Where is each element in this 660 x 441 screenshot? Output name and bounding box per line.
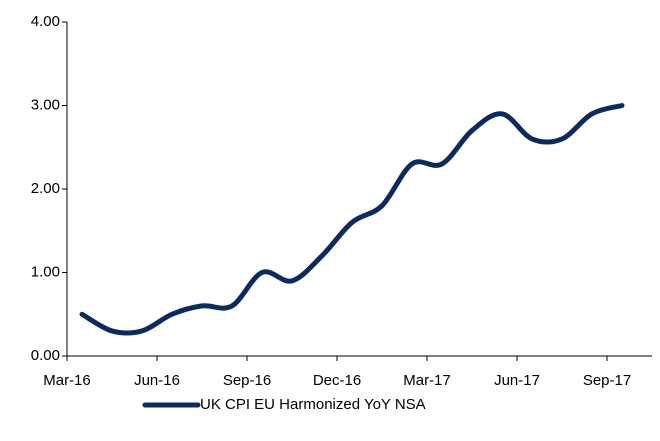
x-tick-label: Sep-17 — [583, 372, 631, 389]
series-line — [79, 103, 625, 336]
y-tick-label: 3.00 — [31, 96, 60, 113]
y-tick-label: 1.00 — [31, 263, 60, 280]
x-tick-label: Jun-17 — [494, 372, 540, 389]
x-tick-label: Sep-16 — [223, 372, 271, 389]
x-tick-label: Dec-16 — [313, 372, 361, 389]
x-tick-label: Mar-17 — [403, 372, 451, 389]
y-tick-label: 4.00 — [31, 13, 60, 30]
y-tick-label: 2.00 — [31, 180, 60, 197]
legend-label: UK CPI EU Harmonized YoY NSA — [200, 396, 426, 413]
y-tick-label: 0.00 — [31, 347, 60, 364]
x-tick-label: Mar-16 — [43, 372, 91, 389]
x-tick-label: Jun-16 — [134, 372, 180, 389]
